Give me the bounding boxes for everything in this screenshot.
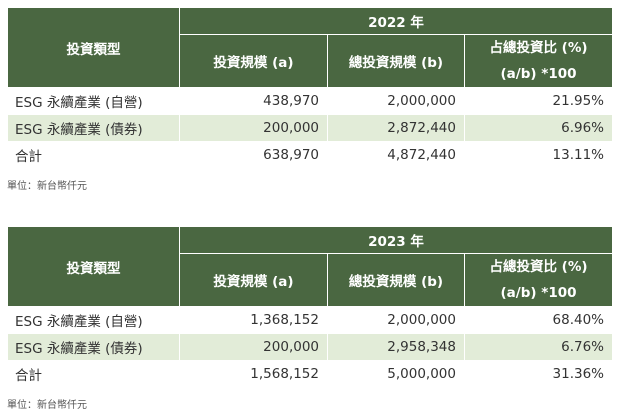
- type-header: 投資類型: [7, 7, 180, 88]
- row-ratio: 6.96%: [463, 114, 614, 142]
- row-investment-scale: 200,000: [179, 333, 328, 361]
- row-ratio: 6.76%: [463, 333, 614, 361]
- table-row: ESG 永續產業 (自營) 1,368,152 2,000,000 68.40%: [7, 306, 614, 334]
- total-investment-header: 總投資規模 (b): [327, 253, 465, 307]
- table-row: ESG 永續產業 (自營) 438,970 2,000,000 21.95%: [7, 87, 614, 115]
- ratio-header: 占總投資比 (%) (a/b) *100: [463, 34, 614, 88]
- row-total-investment: 4,872,440: [327, 141, 465, 169]
- row-investment-scale: 1,568,152: [179, 360, 328, 388]
- row-name: 合計: [7, 141, 180, 169]
- investment-scale-header: 投資規模 (a): [179, 34, 328, 88]
- row-total-investment: 2,000,000: [327, 306, 465, 334]
- row-name: 合計: [7, 360, 180, 388]
- year-header: 2023 年: [178, 226, 614, 254]
- ratio-header-line2: (a/b) *100: [500, 285, 577, 301]
- type-header: 投資類型: [7, 226, 180, 307]
- row-name: ESG 永續產業 (自營): [7, 306, 180, 334]
- table-row: ESG 永續產業 (債券) 200,000 2,958,348 6.76%: [7, 333, 614, 361]
- table-row: ESG 永續產業 (債券) 200,000 2,872,440 6.96%: [7, 114, 614, 142]
- row-ratio: 13.11%: [463, 141, 614, 169]
- ratio-header-line1: 占總投資比 (%): [489, 259, 588, 275]
- total-investment-header: 總投資規模 (b): [327, 34, 465, 88]
- row-ratio: 21.95%: [463, 87, 614, 115]
- investment-table-2023: 投資類型 2023 年 投資規模 (a) 總投資規模 (b) 占總投資比 (%)…: [7, 226, 614, 388]
- investment-scale-header: 投資規模 (a): [179, 253, 328, 307]
- row-total-investment: 5,000,000: [327, 360, 465, 388]
- ratio-header-line1: 占總投資比 (%): [489, 40, 588, 56]
- row-ratio: 68.40%: [463, 306, 614, 334]
- year-header: 2022 年: [178, 7, 614, 35]
- row-total-investment: 2,000,000: [327, 87, 465, 115]
- investment-table-2023-section: 投資類型 2023 年 投資規模 (a) 總投資規模 (b) 占總投資比 (%)…: [7, 226, 614, 411]
- table-row-total: 合計 638,970 4,872,440 13.11%: [7, 141, 614, 169]
- row-investment-scale: 1,368,152: [179, 306, 328, 334]
- ratio-header-line2: (a/b) *100: [500, 66, 577, 82]
- row-name: ESG 永續產業 (債券): [7, 333, 180, 361]
- row-total-investment: 2,872,440: [327, 114, 465, 142]
- row-ratio: 31.36%: [463, 360, 614, 388]
- row-investment-scale: 200,000: [179, 114, 328, 142]
- unit-note: 單位：新台幣仟元: [7, 181, 87, 192]
- row-total-investment: 2,958,348: [327, 333, 465, 361]
- table-row-total: 合計 1,568,152 5,000,000 31.36%: [7, 360, 614, 388]
- row-name: ESG 永續產業 (債券): [7, 114, 180, 142]
- row-name: ESG 永續產業 (自營): [7, 87, 180, 115]
- investment-table-2022: 投資類型 2022 年 投資規模 (a) 總投資規模 (b) 占總投資比 (%)…: [7, 7, 614, 169]
- row-investment-scale: 438,970: [179, 87, 328, 115]
- ratio-header: 占總投資比 (%) (a/b) *100: [463, 253, 614, 307]
- row-investment-scale: 638,970: [179, 141, 328, 169]
- unit-note: 單位：新台幣仟元: [7, 400, 87, 411]
- investment-table-2022-section: 投資類型 2022 年 投資規模 (a) 總投資規模 (b) 占總投資比 (%)…: [7, 7, 614, 192]
